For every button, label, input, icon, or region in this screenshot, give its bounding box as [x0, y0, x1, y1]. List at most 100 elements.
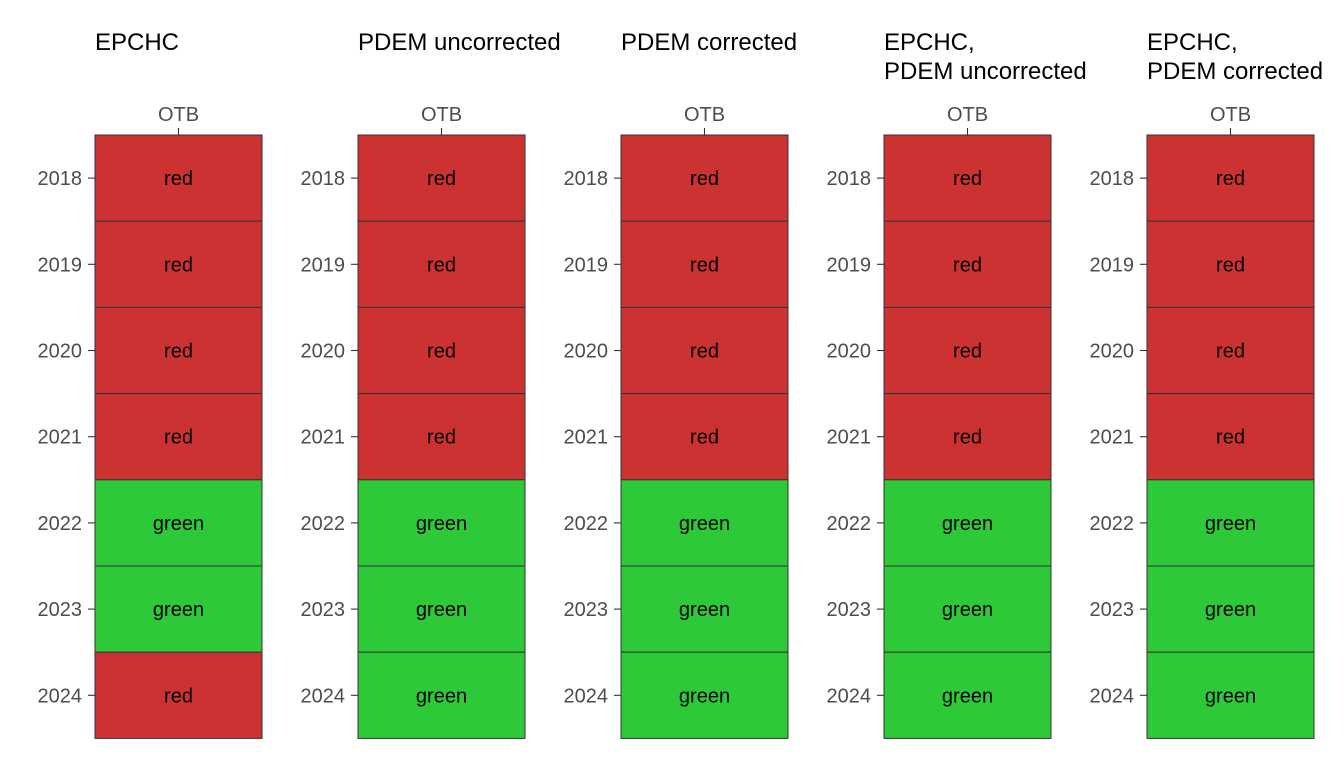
y-tick-label: 2019 [827, 254, 872, 276]
heatmap-cell [883, 393, 1052, 481]
panel-title-line: EPCHC, [884, 29, 975, 56]
heatmap-cell [357, 393, 526, 481]
x-tick-label: OTB [684, 104, 725, 126]
cell-label: red [427, 254, 456, 276]
heatmap-cell [357, 134, 526, 222]
cell-label: red [164, 254, 193, 276]
x-tick-label: OTB [421, 104, 462, 126]
panel-title: PDEM corrected [621, 29, 797, 56]
y-tick-label: 2021 [827, 427, 872, 449]
y-tick-label: 2022 [827, 513, 872, 535]
y-tick-label: 2018 [38, 168, 83, 190]
panel-title: EPCHC [95, 29, 179, 56]
cell-label: red [953, 254, 982, 276]
y-tick-label: 2024 [827, 685, 872, 707]
cell-label: red [1216, 341, 1245, 363]
heatmap-cell [883, 565, 1052, 653]
cell-label: red [427, 168, 456, 190]
cell-label: green [1205, 513, 1256, 535]
panel-title: PDEM uncorrected [358, 29, 561, 56]
panel-title: EPCHC, PDEM uncorrected [884, 29, 1087, 85]
heatmap-cell [883, 306, 1052, 395]
y-tick-label: 2024 [564, 685, 609, 707]
y-tick-label: 2020 [564, 341, 609, 363]
panel-title: EPCHC, PDEM corrected [1147, 29, 1323, 85]
y-tick-label: 2024 [38, 685, 83, 707]
heatmap-cell [94, 565, 263, 653]
y-tick-label: 2022 [38, 513, 83, 535]
y-tick-label: 2021 [564, 427, 609, 449]
panel-title-line: EPCHC [95, 29, 179, 56]
y-tick-label: 2021 [1090, 427, 1135, 449]
cell-label: red [953, 427, 982, 449]
y-tick-label: 2018 [827, 168, 872, 190]
cell-label: red [1216, 427, 1245, 449]
heatmap-cell [620, 565, 789, 653]
cell-label: green [679, 513, 730, 535]
heatmap-cell [357, 306, 526, 395]
y-tick-label: 2019 [301, 254, 346, 276]
panel-title-line: PDEM uncorrected [358, 29, 561, 56]
y-tick-label: 2018 [564, 168, 609, 190]
cell-label: green [416, 685, 467, 707]
panel-title-line: EPCHC, [1147, 29, 1238, 56]
cell-label: red [953, 341, 982, 363]
cell-label: red [1216, 254, 1245, 276]
cell-label: red [164, 341, 193, 363]
y-tick-label: 2022 [1090, 513, 1135, 535]
y-tick-label: 2019 [38, 254, 83, 276]
cell-label: red [427, 341, 456, 363]
panel-title-line: PDEM corrected [621, 29, 797, 56]
heatmap-cell [883, 479, 1052, 567]
x-tick-label: OTB [1210, 104, 1251, 126]
heatmap-cell [94, 479, 263, 567]
heatmap-cell [620, 393, 789, 481]
heatmap-cell [357, 479, 526, 567]
y-tick-label: 2021 [38, 427, 83, 449]
y-tick-label: 2021 [301, 427, 346, 449]
cell-label: red [690, 427, 719, 449]
cell-label: green [942, 599, 993, 621]
cell-label: red [164, 427, 193, 449]
cell-label: green [416, 513, 467, 535]
heatmap-cell [94, 651, 263, 739]
panel-title-line: PDEM corrected [1147, 58, 1323, 85]
heatmap-cell [1146, 393, 1315, 481]
y-tick-label: 2024 [301, 685, 346, 707]
cell-label: green [942, 513, 993, 535]
heatmap-cell [357, 220, 526, 308]
panel-title-line: PDEM uncorrected [884, 58, 1087, 85]
heatmap-cell [94, 220, 263, 308]
y-tick-label: 2020 [301, 341, 346, 363]
y-tick-label: 2020 [38, 341, 83, 363]
cell-label: red [690, 254, 719, 276]
cell-label: red [427, 427, 456, 449]
y-tick-label: 2018 [301, 168, 346, 190]
heatmap-cell [620, 220, 789, 308]
heatmap-cell [620, 306, 789, 395]
heatmap-cell [883, 651, 1052, 739]
y-tick-label: 2018 [1090, 168, 1135, 190]
y-tick-label: 2023 [1090, 599, 1135, 621]
cell-label: green [153, 513, 204, 535]
y-tick-label: 2022 [564, 513, 609, 535]
cell-label: red [690, 168, 719, 190]
y-tick-label: 2019 [564, 254, 609, 276]
heatmap-cell [620, 134, 789, 222]
x-tick-label: OTB [158, 104, 199, 126]
heatmap-cell [94, 306, 263, 395]
heatmap-cell [1146, 479, 1315, 567]
cell-label: red [164, 685, 193, 707]
heatmap-cell [1146, 565, 1315, 653]
heatmap-cell [620, 651, 789, 739]
cell-label: green [679, 599, 730, 621]
cell-label: green [942, 685, 993, 707]
heatmap-cell [883, 220, 1052, 308]
heatmap-cell [94, 393, 263, 481]
y-tick-label: 2020 [827, 341, 872, 363]
y-tick-label: 2023 [564, 599, 609, 621]
cell-label: red [1216, 168, 1245, 190]
cell-label: green [1205, 685, 1256, 707]
